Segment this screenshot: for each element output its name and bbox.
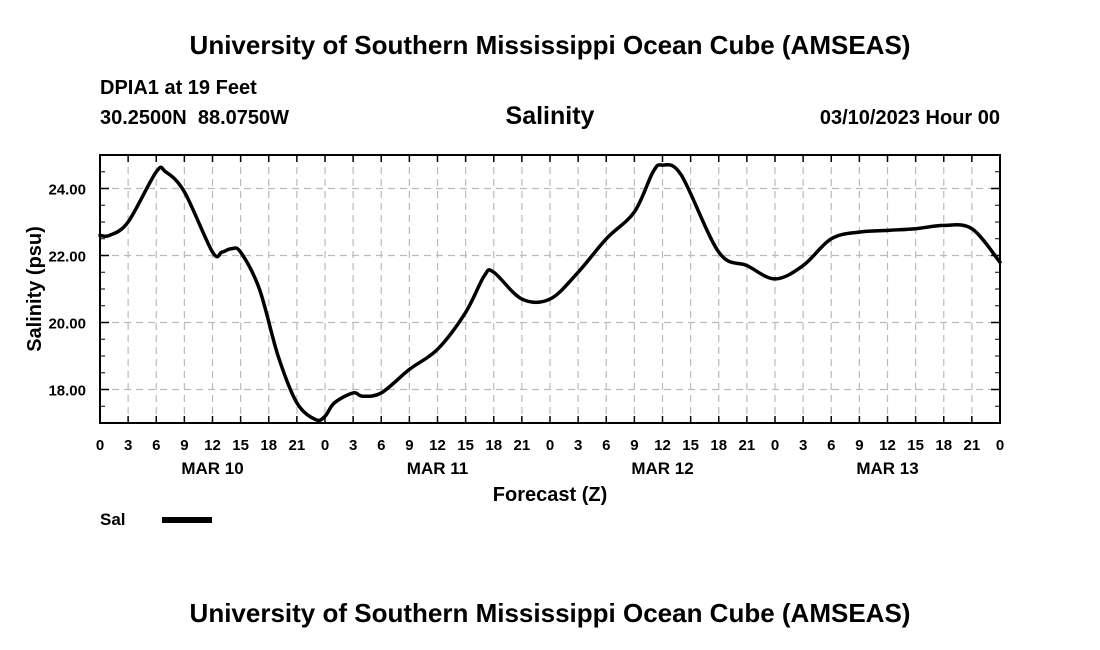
x-tick-label: 12 — [654, 437, 671, 454]
x-tick-label: 6 — [827, 437, 835, 454]
x-tick-label: 12 — [429, 437, 446, 454]
chart-title: Salinity — [505, 102, 595, 130]
x-tick-label: 15 — [232, 437, 249, 454]
day-label: MAR 11 — [407, 459, 468, 478]
x-tick-label: 9 — [630, 437, 638, 454]
y-axis-label: Salinity (psu) — [24, 226, 46, 352]
y-tick-label: 18.00 — [48, 383, 86, 400]
x-tick-label: 18 — [260, 437, 277, 454]
x-tick-label: 9 — [405, 437, 413, 454]
x-tick-label: 3 — [799, 437, 807, 454]
x-tick-label: 21 — [289, 437, 306, 454]
x-tick-label: 9 — [180, 437, 188, 454]
day-label: MAR 12 — [631, 459, 693, 478]
x-tick-label: 12 — [204, 437, 221, 454]
x-tick-label: 6 — [152, 437, 160, 454]
series-line-sal — [98, 162, 1002, 423]
y-tick-label: 22.00 — [48, 249, 86, 266]
coordinates-label: 30.2500N 88.0750W — [100, 107, 290, 129]
x-axis-label: Forecast (Z) — [493, 484, 607, 506]
station-label: DPIA1 at 19 Feet — [100, 77, 257, 99]
x-tick-label: 0 — [96, 437, 104, 454]
y-tick-label: 20.00 — [48, 316, 86, 333]
x-tick-label: 6 — [377, 437, 385, 454]
plot-frame — [99, 154, 1001, 424]
x-tick-label: 6 — [602, 437, 610, 454]
x-tick-label: 3 — [574, 437, 582, 454]
x-tick-label: 21 — [964, 437, 981, 454]
x-tick-label: 18 — [485, 437, 502, 454]
x-tick-label: 3 — [124, 437, 132, 454]
x-tick-label: 18 — [935, 437, 952, 454]
x-tick-label: 15 — [682, 437, 699, 454]
x-tick-label: 3 — [349, 437, 357, 454]
legend-line-swatch — [162, 517, 212, 523]
x-tick-label: 0 — [996, 437, 1004, 454]
x-tick-label: 15 — [907, 437, 924, 454]
x-tick-label: 0 — [771, 437, 779, 454]
x-tick-label: 0 — [321, 437, 329, 454]
day-label: MAR 13 — [856, 459, 918, 478]
x-tick-label: 21 — [514, 437, 531, 454]
footer-title: University of Southern Mississippi Ocean… — [189, 598, 911, 628]
x-tick-label: 15 — [457, 437, 474, 454]
x-tick-label: 18 — [710, 437, 727, 454]
x-tick-label: 12 — [879, 437, 896, 454]
x-tick-label: 0 — [546, 437, 554, 454]
date-hour-label: 03/10/2023 Hour 00 — [819, 107, 1000, 129]
legend-label: Sal — [100, 510, 126, 529]
x-tick-label: 9 — [855, 437, 863, 454]
x-tick-label: 21 — [739, 437, 756, 454]
day-label: MAR 10 — [181, 459, 243, 478]
y-tick-label: 24.00 — [48, 182, 86, 199]
chart-main-title: University of Southern Mississippi Ocean… — [189, 30, 911, 60]
